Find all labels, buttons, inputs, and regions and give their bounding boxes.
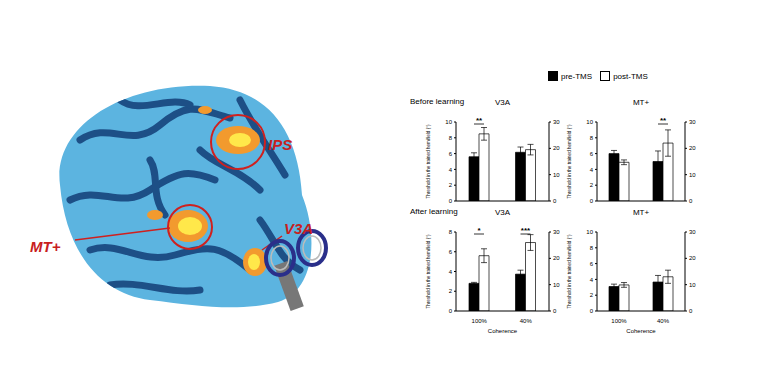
svg-text:100%: 100% — [611, 318, 627, 324]
svg-text:Threshold in the trained hemif: Threshold in the trained hemifield (°) — [426, 124, 431, 199]
svg-text:2: 2 — [449, 288, 453, 294]
svg-text:8: 8 — [590, 245, 594, 251]
svg-text:100%: 100% — [472, 318, 488, 324]
svg-text:2: 2 — [449, 182, 453, 188]
svg-text:10: 10 — [553, 282, 560, 288]
svg-text:4: 4 — [449, 167, 453, 173]
svg-text:30: 30 — [553, 119, 560, 125]
svg-text:2: 2 — [590, 292, 594, 298]
svg-text:30: 30 — [553, 229, 560, 235]
svg-text:0: 0 — [449, 308, 453, 314]
svg-text:8: 8 — [590, 135, 594, 141]
html-text:MT+: MT+ — [632, 208, 650, 217]
svg-text:V3A: V3A — [284, 220, 313, 237]
svg-text:*: * — [477, 226, 481, 235]
svg-text:8: 8 — [449, 135, 453, 141]
svg-text:***: *** — [521, 226, 531, 235]
svg-text:10: 10 — [445, 119, 452, 125]
svg-text:10: 10 — [553, 172, 560, 178]
svg-text:20: 20 — [689, 145, 696, 151]
svg-text:**: ** — [476, 116, 483, 125]
svg-text:20: 20 — [553, 145, 560, 151]
svg-text:Coherence: Coherence — [488, 328, 518, 334]
svg-text:6: 6 — [590, 261, 594, 267]
svg-text:4: 4 — [590, 167, 594, 173]
html-text:pre-TMS: pre-TMS — [561, 71, 593, 81]
html-text:MT+: MT+ — [632, 98, 650, 107]
svg-text:20: 20 — [689, 255, 696, 261]
html-text:V3A: V3A — [494, 208, 511, 217]
svg-text:10: 10 — [586, 119, 593, 125]
svg-text:IPS: IPS — [268, 136, 292, 153]
svg-text:Threshold in the trained hemif: Threshold in the trained hemifield (°) — [567, 234, 572, 309]
html-text:After learning: After learning — [410, 207, 458, 216]
svg-text:40%: 40% — [520, 318, 533, 324]
svg-text:0: 0 — [689, 308, 693, 314]
svg-text:0: 0 — [590, 198, 594, 204]
svg-text:0: 0 — [689, 198, 693, 204]
svg-text:30: 30 — [689, 119, 696, 125]
svg-text:6: 6 — [449, 151, 453, 157]
svg-text:6: 6 — [449, 249, 453, 255]
svg-text:Threshold in the trained hemif: Threshold in the trained hemifield (°) — [426, 234, 431, 309]
svg-text:10: 10 — [689, 282, 696, 288]
svg-text:**: ** — [660, 116, 667, 125]
svg-text:20: 20 — [553, 255, 560, 261]
svg-text:4: 4 — [449, 269, 453, 275]
svg-text:Coherence: Coherence — [626, 328, 656, 334]
html-text:V3A: V3A — [494, 98, 511, 107]
svg-text:10: 10 — [689, 172, 696, 178]
svg-text:10: 10 — [586, 229, 593, 235]
svg-text:30: 30 — [689, 229, 696, 235]
svg-text:MT+: MT+ — [30, 238, 61, 255]
svg-text:0: 0 — [449, 198, 453, 204]
svg-text:4: 4 — [590, 277, 594, 283]
svg-text:2: 2 — [590, 182, 594, 188]
svg-text:Threshold in the trained hemif: Threshold in the trained hemifield (°) — [567, 124, 572, 199]
html-text:Before learning: Before learning — [410, 97, 465, 106]
svg-text:40%: 40% — [657, 318, 670, 324]
svg-text:6: 6 — [590, 151, 594, 157]
svg-text:0: 0 — [553, 198, 557, 204]
svg-text:0: 0 — [553, 308, 557, 314]
svg-text:0: 0 — [590, 308, 594, 314]
svg-text:8: 8 — [449, 229, 453, 235]
html-text:post-TMS: post-TMS — [613, 71, 648, 81]
